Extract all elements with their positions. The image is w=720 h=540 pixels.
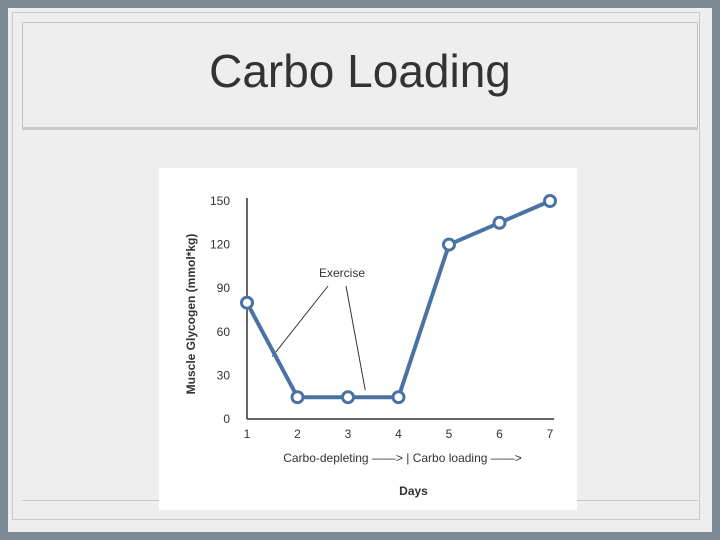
data-point xyxy=(240,295,254,310)
annotation-pointer xyxy=(271,285,329,357)
data-point xyxy=(341,390,355,405)
x-tick-label: 4 xyxy=(395,427,402,441)
chart-series xyxy=(240,194,557,405)
slide-border xyxy=(12,12,700,520)
x-tick-label: 5 xyxy=(446,427,453,441)
x-tick-label: 1 xyxy=(244,427,251,441)
chart-card: 0 30 60 90 120 150 1 2 3 4 5 6 7 Muscle Glycogen (mm… xyxy=(159,168,577,510)
y-tick-label: 150 xyxy=(210,194,230,208)
chart-ticks: 0 30 60 90 120 150 1 2 3 4 5 6 7 xyxy=(210,194,554,441)
x-axis-label: Days xyxy=(399,484,428,498)
x-tick-label: 7 xyxy=(547,427,554,441)
series-line xyxy=(245,199,551,400)
annotation-text: Exercise xyxy=(319,266,365,280)
slide-title: Carbo Loading xyxy=(209,45,511,97)
exercise-annotation xyxy=(271,285,366,391)
data-point xyxy=(290,390,305,405)
data-point xyxy=(492,215,507,230)
y-tick-label: 120 xyxy=(210,238,230,252)
y-tick-label: 60 xyxy=(217,325,231,339)
data-point xyxy=(543,194,557,208)
annotation-pointer xyxy=(345,285,366,391)
data-point xyxy=(442,237,456,252)
x-tick-label: 6 xyxy=(496,427,503,441)
y-axis-label: Muscle Glycogen (mmol*kg) xyxy=(184,234,198,395)
title-divider xyxy=(22,127,698,130)
data-point xyxy=(391,390,406,405)
x-tick-label: 3 xyxy=(345,427,352,441)
x-tick-label: 2 xyxy=(294,427,301,441)
y-tick-label: 30 xyxy=(217,368,231,382)
y-tick-label: 0 xyxy=(223,412,230,426)
y-tick-label: 90 xyxy=(217,281,231,295)
phase-label: Carbo-depleting ——> | Carbo loading ——> xyxy=(283,451,522,465)
glycogen-line-chart: 0 30 60 90 120 150 1 2 3 4 5 6 7 Muscle Glycogen (mm… xyxy=(184,194,557,498)
